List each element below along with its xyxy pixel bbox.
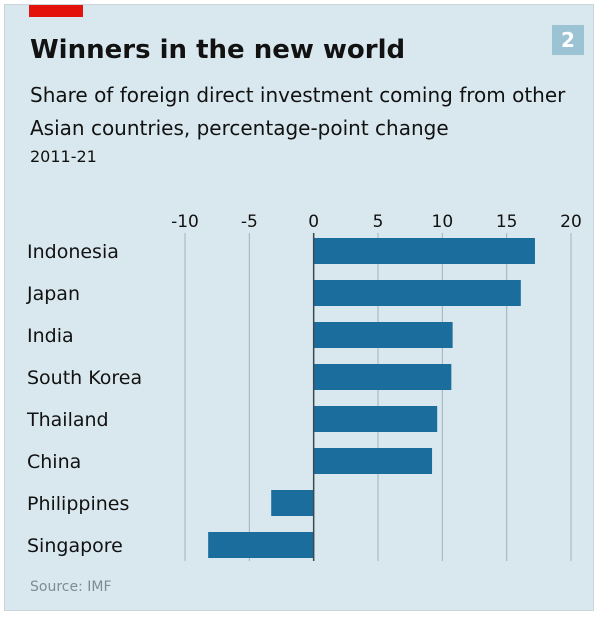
category-label: Japan	[26, 283, 80, 305]
category-label: India	[27, 325, 74, 347]
bar-thailand	[313, 406, 438, 432]
x-tick-label: -5	[241, 212, 258, 232]
bar-south-korea	[313, 364, 452, 390]
x-tick-label: 10	[432, 212, 454, 232]
source-note: Source: IMF	[30, 579, 112, 595]
x-tick-label: -10	[171, 212, 199, 232]
bar-india	[313, 322, 453, 348]
x-tick-label: 20	[560, 212, 582, 232]
category-label: Indonesia	[27, 241, 119, 263]
brand-red-tag	[29, 5, 83, 17]
x-tick-label: 15	[496, 212, 518, 232]
bar-singapore	[208, 532, 314, 558]
chart-period: 2011-21	[30, 147, 97, 166]
x-tick-label: 0	[308, 212, 319, 232]
chart-number-badge: 2	[552, 25, 584, 55]
bar-chart: -10 -5 0 5 10 15 20 Indonesia Japan India South Ko…	[26, 212, 582, 561]
chart-title: Winners in the new world	[30, 35, 406, 65]
bar-china	[313, 448, 433, 474]
category-label: China	[27, 451, 81, 473]
chart-panel: 2 Winners in the new world Share of fore…	[4, 4, 594, 611]
category-label: Philippines	[27, 493, 129, 515]
category-label: South Korea	[27, 367, 142, 389]
bar-philippines	[271, 490, 314, 516]
chart-subtitle: Share of foreign direct investment comin…	[30, 83, 566, 140]
bar-japan	[313, 280, 521, 306]
category-label: Singapore	[27, 535, 123, 557]
category-label: Thailand	[26, 409, 109, 431]
x-tick-label: 5	[373, 212, 384, 232]
bar-indonesia	[313, 238, 535, 264]
